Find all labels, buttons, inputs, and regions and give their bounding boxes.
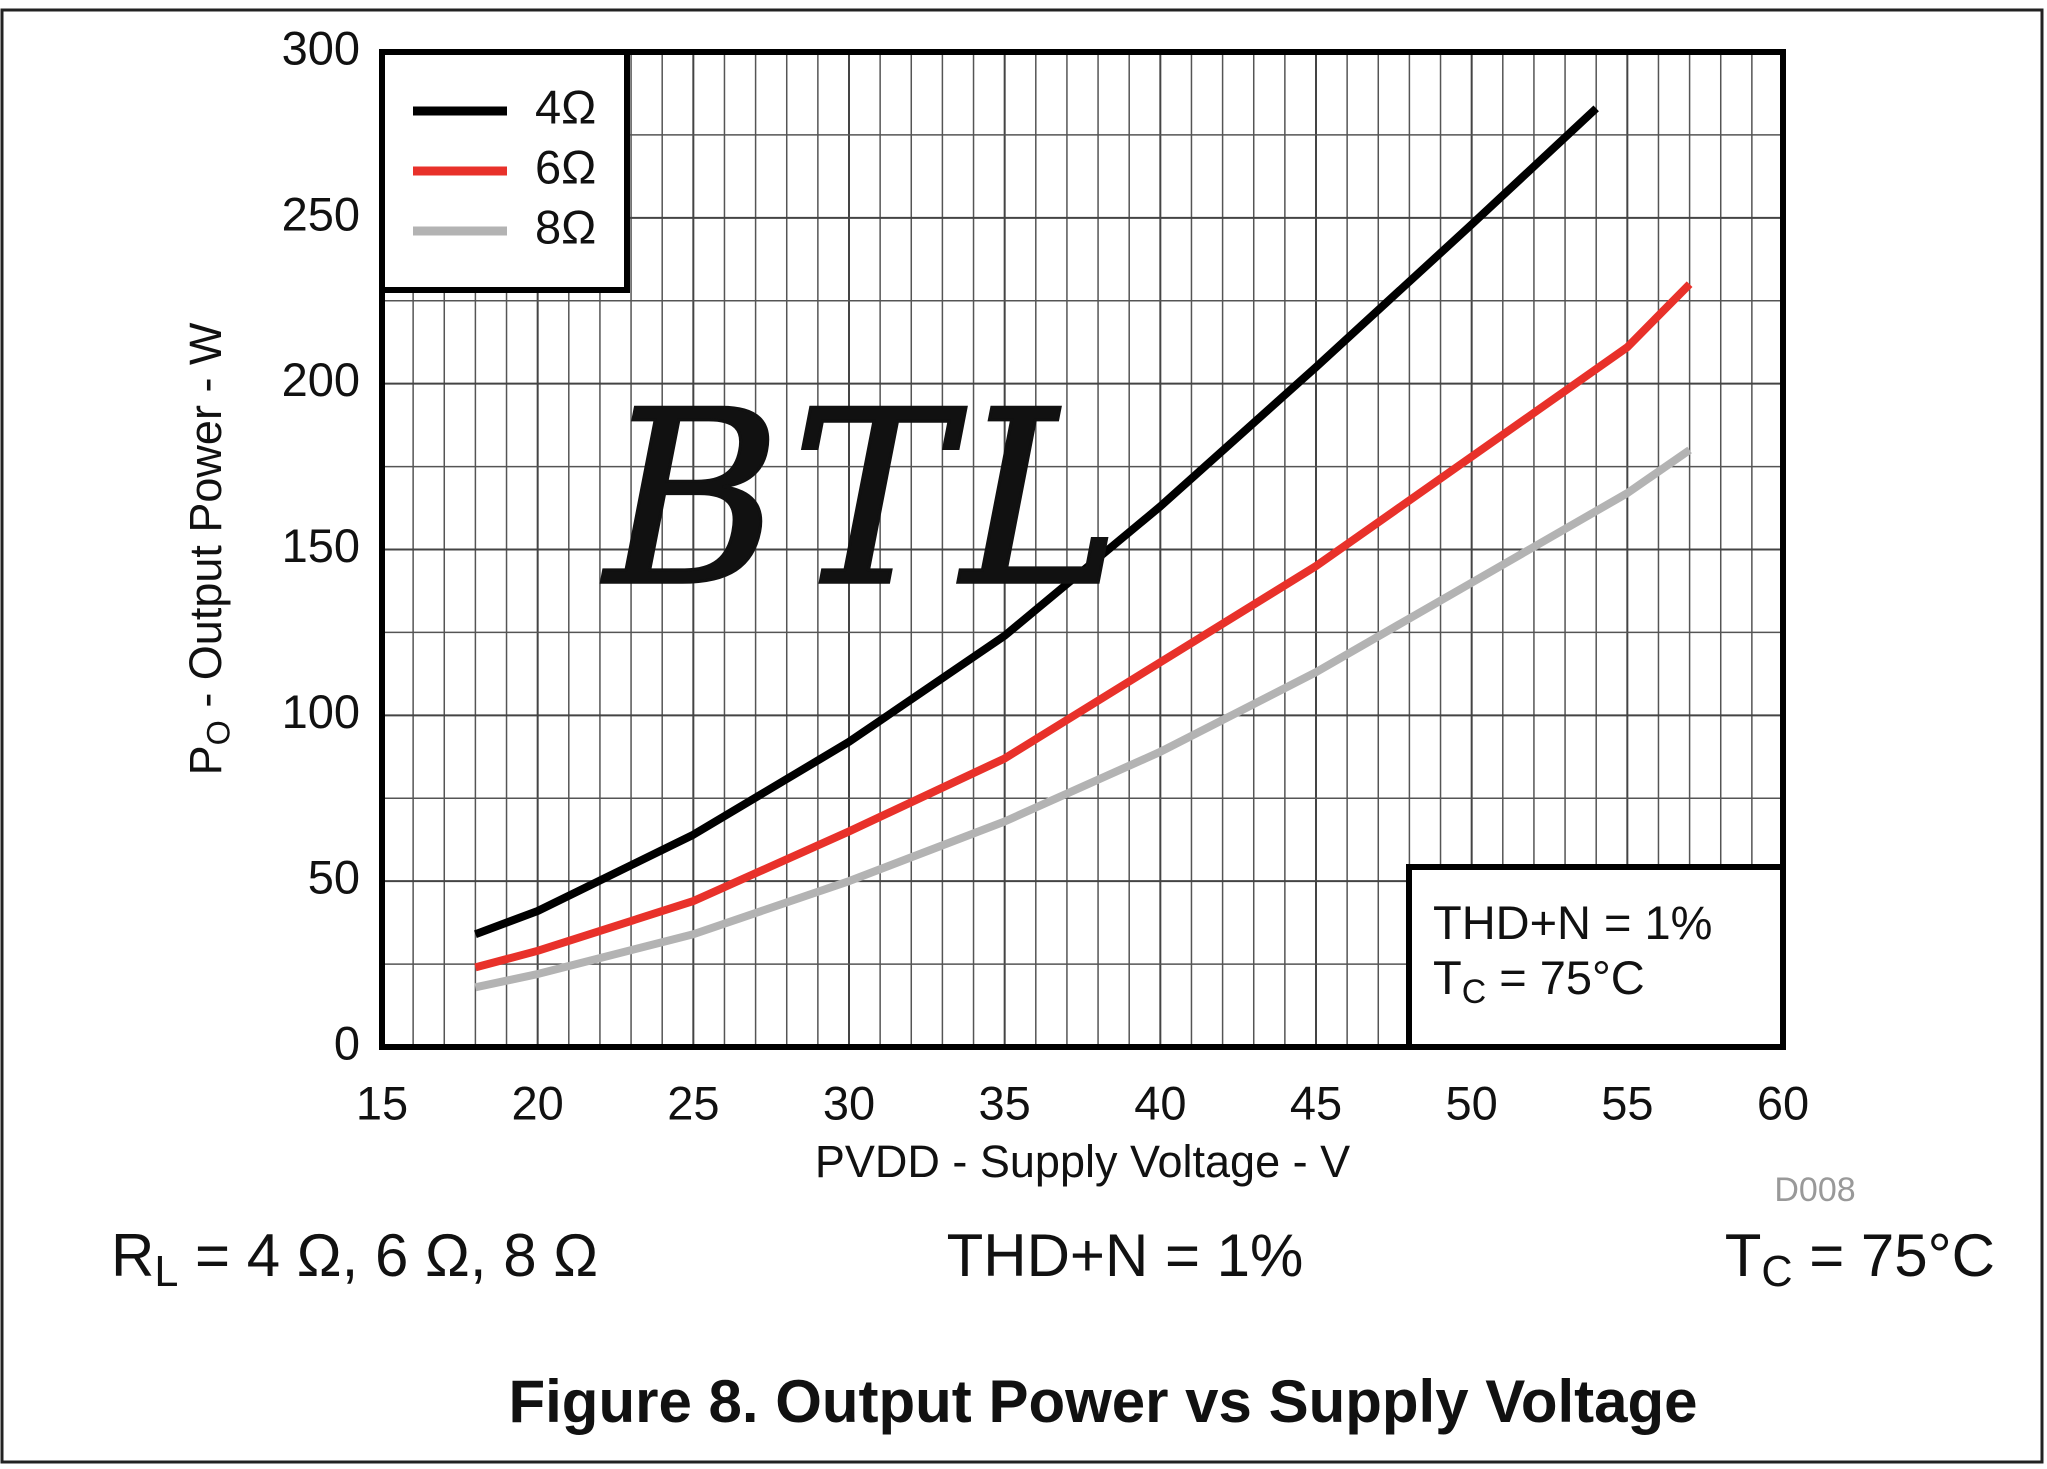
series-line	[474, 446, 1692, 992]
label-main: THD+N = 1%	[947, 1222, 1304, 1289]
annotation-box	[1406, 864, 1786, 1050]
x-tick-label: 55	[1601, 1076, 1653, 1129]
label-main: THD+N = 1%	[1433, 896, 1712, 949]
label: THD+N = 1%	[947, 1222, 1304, 1289]
label-rest: - Output Power - W	[180, 322, 231, 720]
y-tick-label: 100	[282, 685, 360, 738]
label-main: T	[1433, 951, 1462, 1004]
label: THD+N = 1%	[1433, 896, 1712, 949]
x-tick-label: 30	[823, 1076, 875, 1129]
x-tick-label: 25	[667, 1076, 719, 1129]
label-main: P	[180, 745, 231, 775]
x-tick-label: 20	[512, 1076, 564, 1129]
y-tick-label: 250	[282, 187, 360, 240]
label-main: T	[1725, 1222, 1762, 1289]
legend-label: 8Ω	[535, 200, 596, 253]
label-sub: L	[154, 1248, 178, 1296]
label: TC = 75°C	[1725, 1222, 1995, 1297]
code-label: D008	[1774, 1171, 1855, 1209]
series-line	[474, 105, 1599, 938]
y-tick-label: 50	[308, 851, 360, 904]
y-tick-label: 0	[334, 1016, 360, 1069]
label-sub: C	[1761, 1248, 1792, 1296]
label-rest: = 75°C	[1793, 1222, 1995, 1289]
label-rest: = 75°C	[1486, 951, 1645, 1004]
x-tick-label: 45	[1290, 1076, 1342, 1129]
label: RL = 4 Ω, 6 Ω, 8 Ω	[111, 1222, 598, 1297]
label-sub: C	[1462, 973, 1486, 1011]
plot-border	[379, 49, 1786, 1050]
y-tick-label: 150	[282, 519, 360, 572]
legend-label: 6Ω	[535, 140, 596, 193]
series-line	[474, 281, 1693, 972]
label-main: R	[111, 1222, 154, 1289]
x-tick-label: 60	[1757, 1076, 1809, 1129]
frame	[0, 8, 2044, 1464]
x-tick-label: 15	[356, 1076, 408, 1129]
label: PO - Output Power - W	[180, 322, 236, 775]
x-tick-label: 50	[1446, 1076, 1498, 1129]
chart-title: Figure 8. Output Power vs Supply Voltage	[508, 1368, 1697, 1435]
label-rest: = 4 Ω, 6 Ω, 8 Ω	[178, 1222, 598, 1289]
y-tick-label: 200	[282, 353, 360, 406]
legend-label: 4Ω	[535, 80, 596, 133]
y-tick-label: 300	[282, 21, 360, 74]
x-tick-label: 35	[979, 1076, 1031, 1129]
label-sub: O	[200, 720, 236, 745]
label: TC = 75°C	[1433, 951, 1645, 1010]
handwritten-note: BTL	[601, 359, 1131, 639]
x-tick-label: 40	[1134, 1076, 1186, 1129]
x-axis-title: PVDD - Supply Voltage - V	[815, 1136, 1350, 1187]
